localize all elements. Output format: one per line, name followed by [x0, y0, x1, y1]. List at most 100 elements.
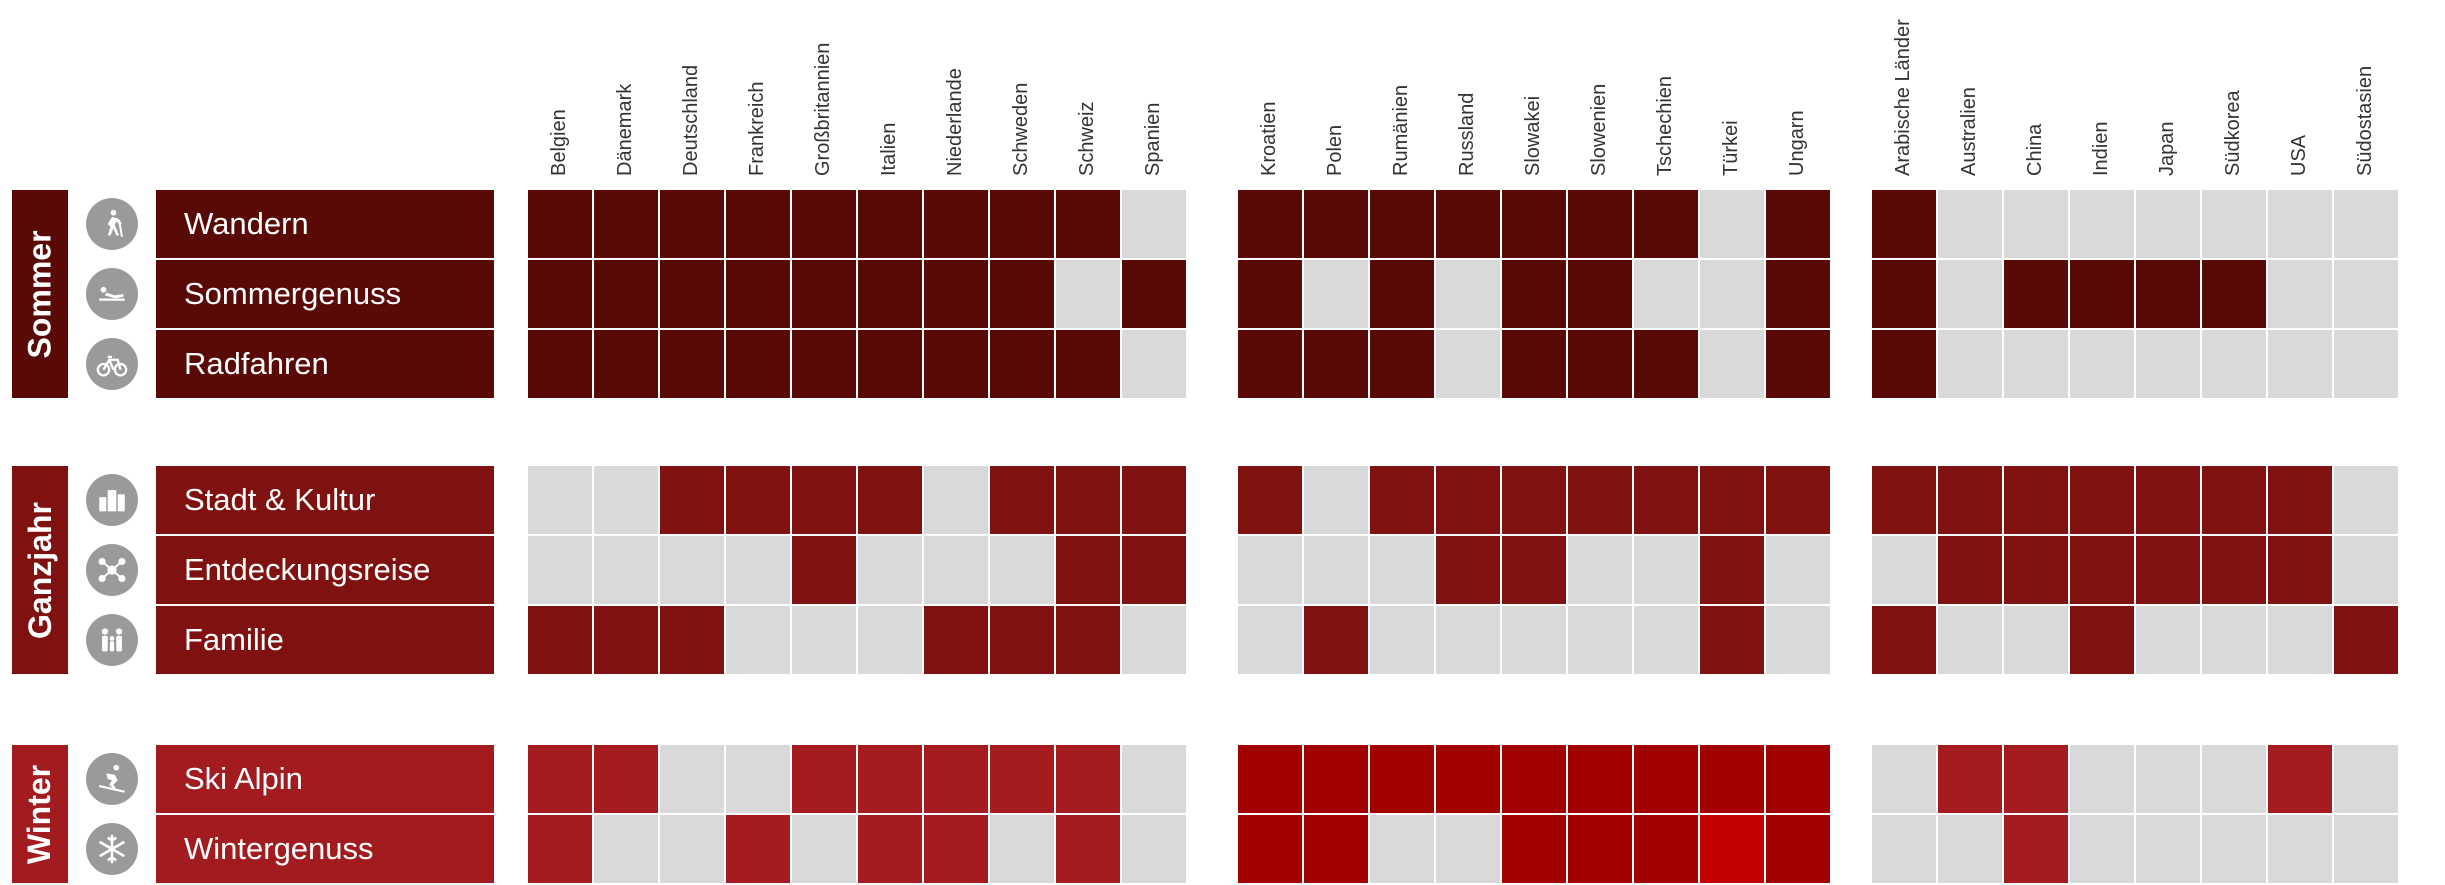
heatmap-cell: [528, 815, 592, 883]
heatmap-cell: [2268, 260, 2332, 328]
heatmap-cell: [1766, 190, 1830, 258]
heatmap-cell: [1238, 606, 1302, 674]
activity-label-entdeckungsreise: Entdeckungsreise: [156, 536, 494, 604]
heatmap-cell: [792, 606, 856, 674]
column-header-australien: Australien: [1958, 87, 1980, 176]
heatmap-cell: [2268, 330, 2332, 398]
heatmap-cell: [2268, 745, 2332, 813]
heatmap-cell: [1634, 606, 1698, 674]
column-header-schweiz: Schweiz: [1076, 101, 1098, 176]
heatmap-cell: [726, 260, 790, 328]
heatmap-cell: [2070, 330, 2134, 398]
snowflake-icon: [86, 823, 138, 875]
column-header-slowenien: Slowenien: [1588, 83, 1610, 176]
heatmap-cell: [1436, 260, 1500, 328]
heatmap-cell: [1238, 190, 1302, 258]
heatmap-cell: [528, 745, 592, 813]
heatmap-cell: [924, 536, 988, 604]
heatmap-cell: [2004, 260, 2068, 328]
heatmap-cell: [2268, 536, 2332, 604]
heatmap-cell: [1122, 536, 1186, 604]
activity-label-sommergenuss: Sommergenuss: [156, 260, 494, 328]
sunbather-icon: [86, 268, 138, 320]
heatmap-cell: [1370, 260, 1434, 328]
heatmap-cell: [1370, 745, 1434, 813]
heatmap-cell: [2070, 260, 2134, 328]
column-header-deutschland: Deutschland: [680, 64, 702, 176]
column-header-indien: Indien: [2090, 121, 2112, 177]
heatmap-cell: [594, 330, 658, 398]
heatmap-cell: [594, 466, 658, 534]
column-header-türkei: Türkei: [1720, 120, 1742, 176]
heatmap-cell: [660, 606, 724, 674]
column-header-polen: Polen: [1324, 124, 1346, 176]
heatmap-cell: [1938, 536, 2002, 604]
heatmap-cell: [990, 260, 1054, 328]
heatmap-cell: [2334, 745, 2398, 813]
heatmap-cell: [2268, 606, 2332, 674]
heatmap-cell: [2136, 260, 2200, 328]
heatmap-cell: [2070, 745, 2134, 813]
heatmap-cell: [2070, 606, 2134, 674]
heatmap-cell: [1436, 536, 1500, 604]
heatmap-cell: [858, 815, 922, 883]
heatmap-cell: [2202, 466, 2266, 534]
heatmap-cell: [990, 815, 1054, 883]
heatmap-cell: [1766, 466, 1830, 534]
heatmap-cell: [726, 745, 790, 813]
activity-label-radfahren: Radfahren: [156, 330, 494, 398]
heatmap-cell: [1436, 466, 1500, 534]
heatmap-cell: [792, 745, 856, 813]
heatmap-cell: [1700, 606, 1764, 674]
column-header-belgien: Belgien: [548, 109, 570, 176]
heatmap-cell: [2070, 536, 2134, 604]
heatmap-cell: [1766, 330, 1830, 398]
column-header-schweden: Schweden: [1010, 82, 1032, 176]
column-header-ungarn: Ungarn: [1786, 110, 1808, 176]
hiker-icon: [86, 198, 138, 250]
heatmap-cell: [660, 536, 724, 604]
heatmap-cell: [1238, 466, 1302, 534]
heatmap-cell: [1238, 815, 1302, 883]
heatmap-cell: [1634, 260, 1698, 328]
heatmap-cell: [858, 260, 922, 328]
heatmap-cell: [1938, 190, 2002, 258]
heatmap-cell: [858, 190, 922, 258]
heatmap-cell: [924, 606, 988, 674]
heatmap-cell: [1568, 536, 1632, 604]
heatmap-cell: [1502, 190, 1566, 258]
heatmap-cell: [1304, 745, 1368, 813]
heatmap-cell: [1766, 260, 1830, 328]
heatmap-cell: [1056, 190, 1120, 258]
heatmap-cell: [858, 466, 922, 534]
heatmap-cell: [1568, 466, 1632, 534]
heatmap-cell: [1370, 330, 1434, 398]
heatmap-cell: [858, 745, 922, 813]
heatmap-cell: [1056, 330, 1120, 398]
heatmap-cell: [2202, 536, 2266, 604]
heatmap-cell: [1056, 260, 1120, 328]
heatmap-cell: [1370, 815, 1434, 883]
column-header-tschechien: Tschechien: [1654, 75, 1676, 176]
heatmap-cell: [726, 466, 790, 534]
heatmap-cell: [528, 260, 592, 328]
heatmap-cell: [726, 815, 790, 883]
heatmap-cell: [660, 466, 724, 534]
column-header-kroatien: Kroatien: [1258, 101, 1280, 177]
column-header-italien: Italien: [878, 122, 900, 176]
heatmap-cell: [1634, 815, 1698, 883]
heatmap-cell: [2268, 815, 2332, 883]
column-header-südkorea: Südkorea: [2222, 90, 2244, 176]
heatmap-cell: [1568, 606, 1632, 674]
heatmap-cell: [528, 606, 592, 674]
network-icon: [86, 544, 138, 596]
heatmap-cell: [1122, 330, 1186, 398]
heatmap-cell: [990, 190, 1054, 258]
heatmap-cell: [2004, 466, 2068, 534]
heatmap-cell: [1938, 606, 2002, 674]
heatmap-cell: [1436, 745, 1500, 813]
heatmap-cell: [1872, 815, 1936, 883]
heatmap-cell: [2334, 815, 2398, 883]
heatmap-cell: [2004, 815, 2068, 883]
heatmap-cell: [1056, 536, 1120, 604]
